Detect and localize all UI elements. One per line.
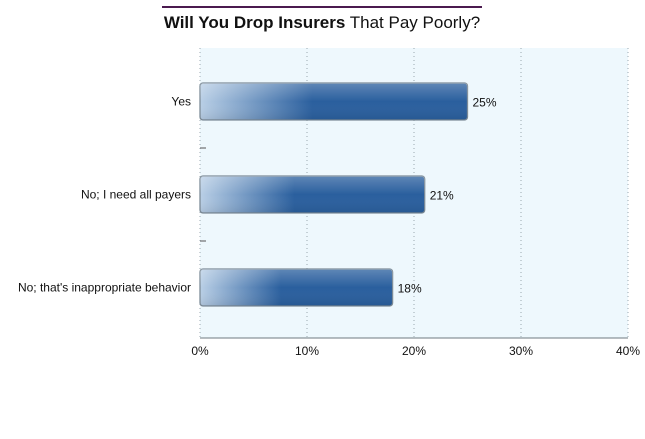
title-rule	[162, 6, 482, 8]
x-tick-label: 30%	[509, 344, 533, 358]
chart-title: Will You Drop Insurers That Pay Poorly?	[162, 6, 482, 33]
bar-shine	[200, 176, 425, 213]
title-regular: That Pay Poorly?	[349, 13, 481, 32]
value-label: 21%	[430, 189, 454, 203]
category-label: Yes	[171, 95, 191, 109]
category-label: No; that's inappropriate behavior	[18, 281, 191, 295]
labels: 0% 10% 20% 30% 40% Yes 25% No; I need all payer…	[18, 95, 640, 359]
bars	[199, 82, 469, 307]
bar-shine	[200, 83, 468, 120]
x-tick-label: 20%	[402, 344, 426, 358]
x-tick-label: 10%	[295, 344, 319, 358]
x-tick-label: 40%	[616, 344, 640, 358]
title-text: Will You Drop Insurers That Pay Poorly?	[162, 13, 482, 33]
category-label: No; I need all payers	[81, 188, 191, 202]
x-tick-label: 0%	[191, 344, 209, 358]
value-label: 25%	[473, 96, 497, 110]
value-label: 18%	[398, 282, 422, 296]
title-bold: Will You Drop Insurers	[163, 13, 346, 32]
bar-shine	[200, 269, 393, 306]
